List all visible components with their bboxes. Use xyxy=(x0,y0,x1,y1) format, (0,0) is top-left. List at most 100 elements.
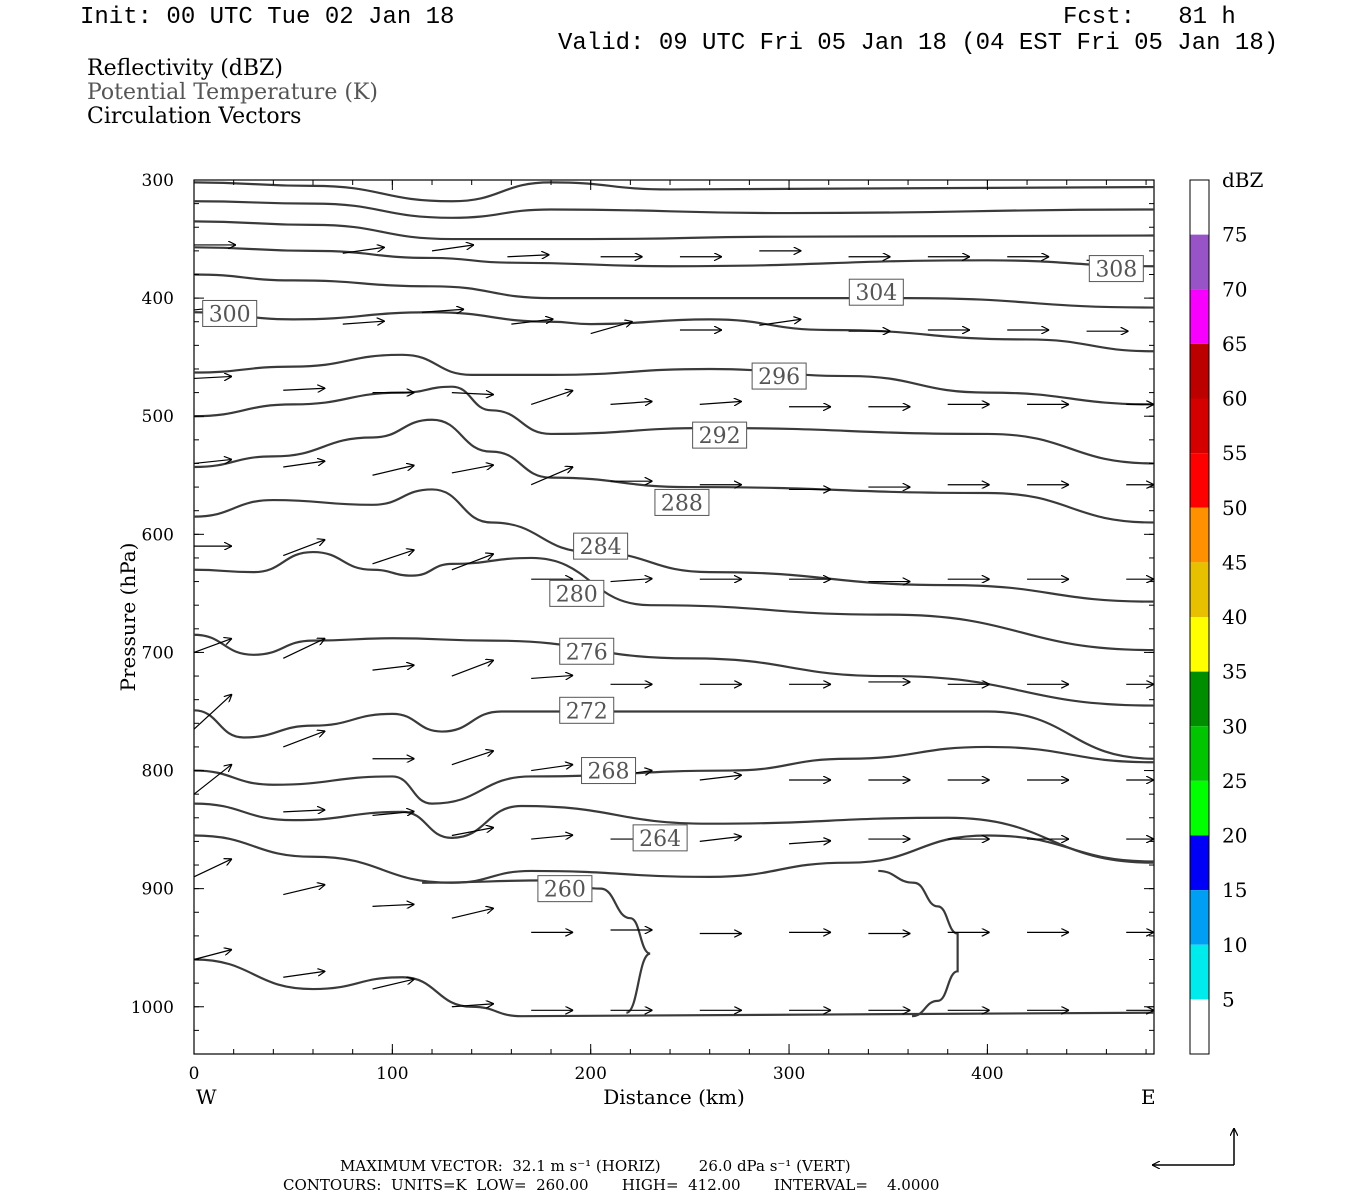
contour-label: 296 xyxy=(758,365,800,390)
contour-label-box xyxy=(537,875,593,903)
circulation-vector xyxy=(342,321,385,324)
contour-label: 272 xyxy=(566,699,608,724)
circulation-vector xyxy=(283,461,325,468)
contour-label: 260 xyxy=(544,878,586,903)
colorbar-label: 55 xyxy=(1222,441,1247,465)
circulation-vector xyxy=(283,388,325,390)
colorbar-swatch xyxy=(1190,562,1209,617)
theta-contour-268 xyxy=(193,745,1155,805)
colorbar-swatch xyxy=(1190,453,1209,508)
circulation-vector xyxy=(451,908,494,919)
circulation-vector xyxy=(610,579,653,582)
circulation-vector xyxy=(372,979,415,990)
circulation-vector xyxy=(372,550,415,565)
circulation-vector xyxy=(451,828,494,837)
theta-contour-284 xyxy=(193,488,1155,603)
circulation-vector xyxy=(451,660,494,677)
circulation-vector xyxy=(193,694,232,730)
circulation-vector xyxy=(451,554,494,571)
contour-label-box xyxy=(559,637,615,665)
circulation-vector xyxy=(431,245,474,252)
colorbar-label: 25 xyxy=(1222,769,1247,793)
colorbar-label: 70 xyxy=(1222,277,1247,301)
footer-contours: CONTOURS: UNITS=K LOW= 260.00 HIGH= 412.… xyxy=(283,1176,940,1194)
x-tick-label: 200 xyxy=(574,1064,606,1084)
circulation-vector xyxy=(530,467,573,486)
theta-contour-260 xyxy=(193,958,1155,1018)
y-tick-label: 400 xyxy=(142,289,174,309)
colorbar-swatch xyxy=(1190,890,1209,945)
colorbar-label: 30 xyxy=(1222,714,1247,738)
reference-vector-icon xyxy=(1152,1128,1234,1165)
contour-label: 268 xyxy=(588,760,630,785)
colorbar-swatch xyxy=(1190,780,1209,836)
y-tick-label: 800 xyxy=(142,762,174,782)
x-tick-label: 0 xyxy=(189,1064,200,1084)
colorbar-label: 40 xyxy=(1222,605,1247,629)
contour-label: 300 xyxy=(209,302,251,327)
forecast-hour: Fcst: 81 h xyxy=(1063,4,1236,31)
circulation-vector xyxy=(193,859,232,878)
footer-max-vector: MAXIMUM VECTOR: 32.1 m s⁻¹ (HORIZ) 26.0 … xyxy=(340,1157,851,1175)
colorbar-label: 20 xyxy=(1222,824,1247,848)
circulation-vector xyxy=(372,811,415,815)
x-tick-label: 300 xyxy=(773,1064,805,1084)
plot-frame xyxy=(193,179,1155,1055)
circulation-vector xyxy=(372,465,415,476)
circulation-vector xyxy=(422,309,464,312)
theta-contour-268 xyxy=(193,802,1155,864)
colorbar-label: 35 xyxy=(1222,660,1247,684)
colorbar-swatch xyxy=(1190,617,1209,672)
colorbar-label: 5 xyxy=(1222,987,1235,1011)
theta-contour-272 xyxy=(193,709,1155,760)
colorbar-swatch xyxy=(1190,180,1209,235)
y-tick-label: 600 xyxy=(142,525,174,545)
y-tick-label: 500 xyxy=(142,407,174,427)
theta-contour-316 xyxy=(193,200,1155,219)
theta-contour-260 xyxy=(422,879,651,1014)
legend-potential-temperature: Potential Temperature (K) xyxy=(87,80,378,105)
x-axis-east-label: E xyxy=(1141,1085,1156,1109)
contour-label: 284 xyxy=(580,535,622,560)
theta-contour-300 xyxy=(193,311,1155,353)
colorbar-swatch xyxy=(1190,234,1209,290)
contour-label: 292 xyxy=(699,424,741,449)
circulation-vector xyxy=(511,319,553,325)
circulation-vector xyxy=(699,401,742,404)
circulation-vector xyxy=(282,638,325,659)
contour-label-box xyxy=(654,488,710,516)
circulation-vector xyxy=(283,731,325,748)
colorbar-label: 45 xyxy=(1222,550,1247,574)
init-time: Init: 00 UTC Tue 02 Jan 18 xyxy=(80,4,455,31)
circulation-vector xyxy=(342,247,385,254)
circulation-vector xyxy=(451,393,494,395)
theta-contour-296 xyxy=(193,353,1155,406)
circulation-vector xyxy=(372,665,415,671)
contour-label: 304 xyxy=(855,281,897,306)
legend-circulation-vectors: Circulation Vectors xyxy=(87,104,302,129)
theta-contour-312 xyxy=(193,220,1155,241)
colorbar-swatch xyxy=(1190,507,1209,563)
y-axis-label: Pressure (hPa) xyxy=(116,543,140,692)
x-tick-label: 100 xyxy=(376,1064,408,1084)
circulation-vector xyxy=(283,810,325,812)
theta-contour-276 xyxy=(193,633,1155,707)
y-tick-label: 700 xyxy=(142,643,174,663)
circulation-vector xyxy=(590,322,633,335)
circulation-vector xyxy=(283,540,325,557)
theta-contour-308 xyxy=(193,246,1155,268)
circulation-vector xyxy=(759,319,801,326)
circulation-vector xyxy=(193,638,232,653)
colorbar-swatch xyxy=(1190,343,1209,399)
colorbar-swatch xyxy=(1190,671,1209,727)
circulation-vector xyxy=(610,401,653,404)
theta-contour-292 xyxy=(193,385,1155,465)
circulation-vector xyxy=(699,836,742,843)
contour-label: 280 xyxy=(556,582,598,607)
y-tick-label: 300 xyxy=(142,171,174,191)
x-axis-west-label: W xyxy=(196,1085,217,1109)
contour-label: 264 xyxy=(639,827,681,852)
x-axis-label: Distance (km) xyxy=(603,1085,745,1109)
circulation-vector xyxy=(451,1004,494,1007)
colorbar-swatch xyxy=(1190,999,1209,1054)
